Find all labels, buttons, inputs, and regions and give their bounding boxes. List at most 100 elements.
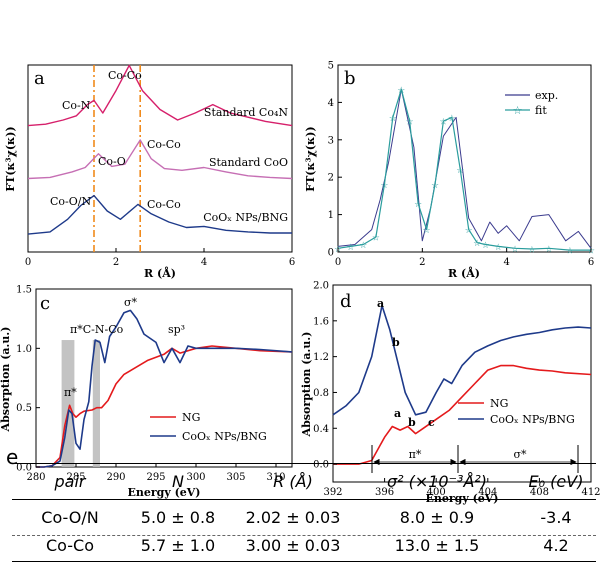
fit-point-marker: ☆ <box>380 181 388 191</box>
panel-d-ytick-label: 1.2 <box>313 352 329 363</box>
panel-b-xtick-label: 4 <box>503 257 509 268</box>
annot-co-o: Co-O <box>98 155 126 168</box>
panel-b-ylabel: FT(κ³χ(κ)) <box>304 126 317 191</box>
fit-point-marker: ☆ <box>494 243 502 253</box>
series-line-coo <box>27 139 293 180</box>
panel-c-xlabel: Energy (eV) <box>127 486 200 499</box>
panel-a-ylabel: FT(κ³χ(κ)) <box>4 126 17 191</box>
panel-d-legend: NG CoOₓ NPs/BNG <box>458 397 575 426</box>
panel-d-xtick-label: 396 <box>375 487 394 498</box>
panel-b-yticks: 0 1 2 3 4 5 <box>328 61 342 259</box>
panel-d-xlabel: Energy (eV) <box>425 492 498 505</box>
panel-d-xtick-label: 392 <box>323 487 342 498</box>
header-r: R (Å) <box>273 472 313 491</box>
panel-c-xtick-label: 290 <box>106 472 125 483</box>
cell-n: 5.0 ± 0.8 <box>140 508 216 527</box>
panel-d-xtick-label: 408 <box>530 487 549 498</box>
panel-c-xtick-label: 285 <box>66 472 85 483</box>
pi-star-range: π* <box>371 445 459 473</box>
fit-point-marker: ☆ <box>431 181 439 191</box>
panel-d: d 392 396 400 404 408 412 0.00.40.81.21.62.0 … <box>300 281 600 506</box>
panel-d-xtick-label: 404 <box>478 487 497 498</box>
legend-bng-label-c: CoOₓ NPs/BNG <box>182 430 267 443</box>
table-header-row: pair N R (Å) σ² (×10⁻³Å²) E₀ (eV) <box>12 465 596 499</box>
panel-d-yticks: 0.0 0.4 0.8 1.2 1.6 2.0 <box>313 281 337 471</box>
fit-point-marker: ☆ <box>448 114 456 124</box>
panel-a-xtick-label: 6 <box>289 257 295 268</box>
panel-c-frame <box>35 288 293 468</box>
header-e0: E₀ (eV) <box>528 472 584 491</box>
annot-co-co-3: Co-Co <box>147 198 181 211</box>
annot-d-b-upper: b <box>392 336 400 349</box>
sigma-star-range: σ* <box>459 445 579 473</box>
panel-b-ytick-label: 5 <box>328 61 334 72</box>
panel-d-xtick-label: 400 <box>427 487 446 498</box>
panel-b-xtick-label: 6 <box>588 257 594 268</box>
series-label-co4n: Standard Co₄N <box>204 106 288 119</box>
series-label-coo: Standard CoO <box>209 156 288 169</box>
panel-c-xtick-label: 310 <box>266 472 285 483</box>
panel-d-ytick-label: 0.0 <box>313 460 329 471</box>
series-line-ng <box>36 345 293 468</box>
panel-b-xtick-label: 0 <box>335 257 341 268</box>
fit-point-marker: ☆ <box>456 166 464 176</box>
panel-a-xtick-label: 0 <box>25 257 31 268</box>
annot-d-a-upper: a <box>377 297 384 310</box>
series-line-bng <box>332 304 592 416</box>
table-row: Co-Co 5.7 ± 1.0 3.00 ± 0.03 13.0 ± 1.5 4… <box>12 529 596 563</box>
cell-n: 5.7 ± 1.0 <box>140 536 216 555</box>
fit-point-marker: ☆ <box>473 239 481 249</box>
annot-co-co-2: Co-Co <box>147 138 181 151</box>
panel-b-ytick-label: 2 <box>328 173 334 184</box>
series-line-bng <box>27 194 292 235</box>
series-label-bng: CoOₓ NPs/BNG <box>203 211 288 224</box>
panel-c-xtick-label: 295 <box>146 472 165 483</box>
table-top-rule <box>12 463 596 464</box>
panel-a-plot <box>27 64 293 252</box>
panel-a: a 0 2 4 6 R (Å) FT(κ³χ(κ)) Standard Co₄N St… <box>4 64 295 280</box>
fit-point-marker: ☆ <box>406 118 414 128</box>
legend-ng-label-d: NG <box>490 397 508 410</box>
panel-a-xlabel: R (Å) <box>144 266 176 280</box>
fit-point-marker: ☆ <box>566 247 574 257</box>
fit-point-marker: ☆ <box>482 241 490 251</box>
panel-b: b ☆ ☆ ☆☆☆☆☆☆☆☆☆☆ ☆☆☆☆ ☆ ☆ ☆ ☆ ☆ ☆ ☆ 0 2 4 6 0 1 2 3 4 5 R … <box>304 61 595 281</box>
cell-sigma2: 13.0 ± 1.5 <box>394 536 480 555</box>
panel-c-xtick-label: 300 <box>186 472 205 483</box>
panel-c-plot <box>36 309 293 468</box>
fit-point-marker: ☆ <box>511 245 519 255</box>
cell-e0: -3.4 <box>540 508 572 527</box>
panel-c-yticks: 0.0 0.5 1.0 1.5 <box>16 285 40 474</box>
panel-a-label: a <box>34 68 45 89</box>
panel-d-ytick-label: 2.0 <box>313 281 329 292</box>
panel-b-ytick-label: 4 <box>328 98 334 109</box>
panel-c-legend: NG CoOₓ NPs/BNG <box>150 411 267 443</box>
fit-point-marker: ☆ <box>389 114 397 124</box>
shaded-region <box>92 340 100 467</box>
series-line-bng <box>36 309 293 468</box>
annot-pi-star-cnco: π*C-N-Co <box>70 323 124 336</box>
panel-d-ytick-label: 0.8 <box>313 388 329 399</box>
annot-d-a-lower: a <box>394 407 401 420</box>
panel-a-xtick-label: 2 <box>113 257 119 268</box>
panel-b-label: b <box>344 68 356 89</box>
panel-b-ytick-label: 1 <box>328 210 334 221</box>
fit-point-marker: ☆ <box>423 226 431 236</box>
header-sigma2: σ² (×10⁻³Å²) <box>386 472 488 491</box>
fit-point-marker: ☆ <box>414 200 422 210</box>
table-header-rule <box>12 499 596 500</box>
panel-d-plot <box>332 304 592 465</box>
annot-d-b-lower: b <box>408 416 416 429</box>
panel-d-xtick-label: 412 <box>581 487 600 498</box>
panel-b-plot: ☆ ☆ ☆☆☆☆☆☆☆☆☆☆ ☆☆☆☆ ☆ ☆ ☆ ☆ ☆ ☆ ☆ <box>334 86 595 257</box>
fit-point-marker: ☆ <box>465 226 473 236</box>
cell-r: 2.02 ± 0.03 <box>245 508 341 527</box>
fit-point-marker: ☆ <box>528 246 536 256</box>
panel-b-xticks: 0 2 4 6 <box>335 248 594 268</box>
header-pair: pair <box>54 472 86 491</box>
cell-r: 3.00 ± 0.03 <box>245 536 341 555</box>
fit-point-marker: ☆ <box>545 245 553 255</box>
panel-c-ytick-label: 1.0 <box>16 344 32 355</box>
fit-point-marker: ☆ <box>347 243 355 253</box>
